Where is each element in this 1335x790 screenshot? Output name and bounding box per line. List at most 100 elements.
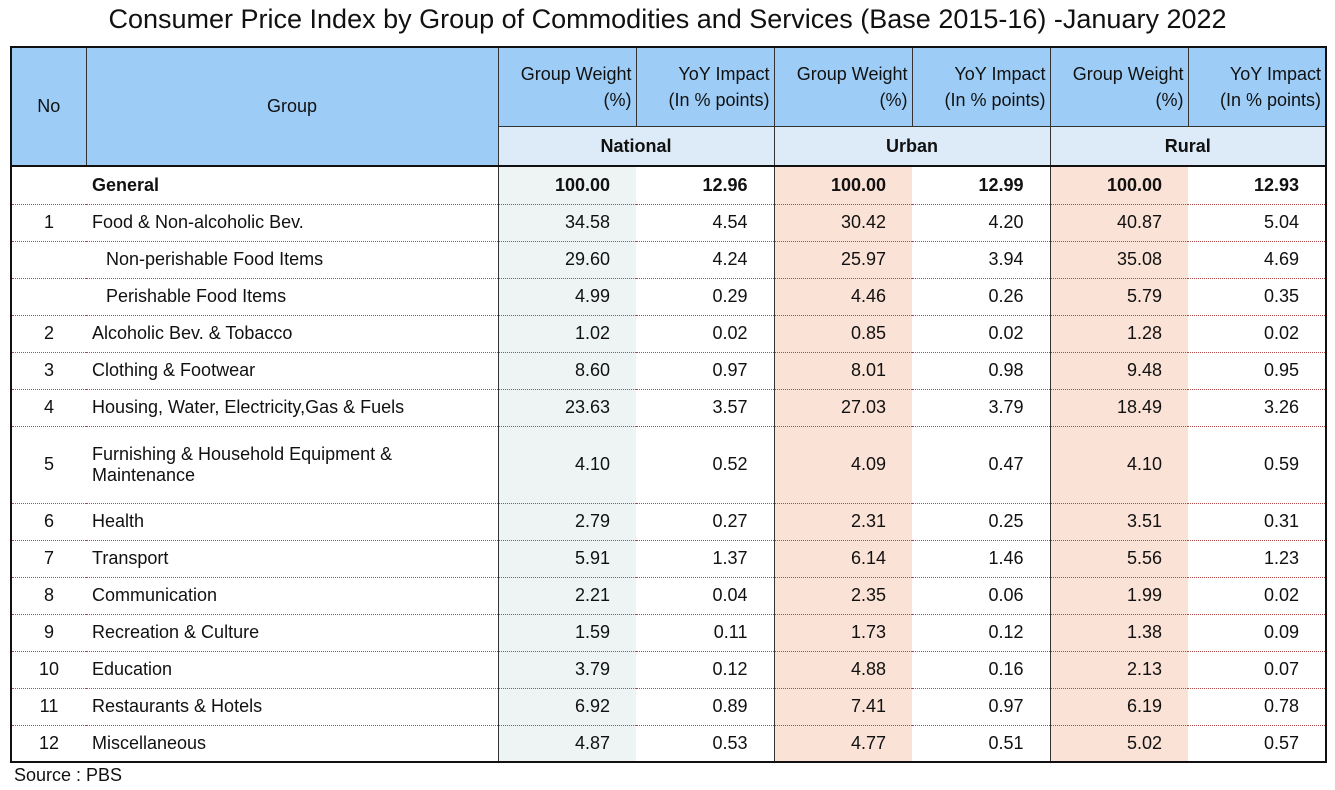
national-weight-cell: 2.79 (497, 503, 636, 541)
national-weight-cell: 23.63 (497, 389, 636, 427)
national-impact-cell: 0.97 (636, 352, 774, 390)
table-row: 8 Communication 2.21 0.04 2.35 0.06 1.99 0.02 (11, 577, 1326, 615)
urban-impact-cell: 0.47 (912, 426, 1050, 504)
national-weight-cell: 8.60 (497, 352, 636, 390)
table-row: 12 Miscellaneous 4.87 0.53 4.77 0.51 5.02 0.57 (11, 725, 1326, 762)
rural-weight-cell: 40.87 (1049, 204, 1188, 242)
urban-impact-cell: 0.97 (912, 688, 1050, 726)
national-weight-cell: 2.21 (497, 577, 636, 615)
table-row: 2 Alcoholic Bev. & Tobacco 1.02 0.02 0.85 0.0… (11, 315, 1326, 353)
rural-impact-cell: 0.31 (1188, 503, 1326, 541)
urban-impact-cell: 3.94 (912, 241, 1050, 279)
urban-weight-cell: 4.88 (773, 651, 912, 689)
urban-impact-cell: 0.02 (912, 315, 1050, 353)
row-no: 12 (38, 732, 60, 753)
row-no (11, 278, 86, 316)
national-weight-cell: 4.87 (497, 725, 636, 762)
national-weight-cell: 1.59 (497, 614, 636, 652)
national-impact-cell: 3.57 (636, 389, 774, 427)
header-national-impact: YoY Impact (In % points) (636, 47, 775, 127)
urban-impact-cell: 0.16 (912, 651, 1050, 689)
urban-weight-cell: 7.41 (773, 688, 912, 726)
rural-impact-cell: 0.09 (1188, 614, 1326, 652)
national-weight-cell: 5.91 (497, 540, 636, 578)
national-impact-cell: 0.53 (636, 725, 774, 762)
national-weight-cell: 100.00 (497, 165, 636, 205)
row-no: 8 (11, 577, 86, 615)
header-group: Group (86, 47, 499, 166)
national-impact-cell: 12.96 (636, 165, 774, 205)
row-group: Transport (86, 540, 498, 578)
urban-impact-cell: 1.46 (912, 540, 1050, 578)
table-row: 6 Health 2.79 0.27 2.31 0.25 3.51 0.31 (11, 503, 1326, 541)
rural-impact-cell: 4.69 (1188, 241, 1326, 279)
urban-weight-cell: 2.35 (773, 577, 912, 615)
table-row: 9 Recreation & Culture 1.59 0.11 1.73 0.12 1.3… (11, 614, 1326, 652)
urban-weight-cell: 6.14 (773, 540, 912, 578)
urban-weight-cell: 30.42 (773, 204, 912, 242)
row-group: Recreation & Culture (86, 614, 498, 652)
urban-weight-cell: 2.31 (773, 503, 912, 541)
rural-weight-cell: 3.51 (1049, 503, 1188, 541)
national-impact-cell: 0.29 (636, 278, 774, 316)
national-impact-cell: 0.89 (636, 688, 774, 726)
row-group: Furnishing & Household Equipment & Maint… (86, 426, 498, 504)
row-group: Housing, Water, Electricity,Gas & Fuels (86, 389, 498, 427)
rural-impact-cell: 0.57 (1188, 725, 1326, 762)
urban-weight-cell: 25.97 (773, 241, 912, 279)
national-weight-cell: 1.02 (497, 315, 636, 353)
source-note: Source : PBS (14, 765, 123, 785)
national-impact-cell: 4.54 (636, 204, 774, 242)
header-national-weight: Group Weight (%) (497, 47, 637, 127)
rural-weight-cell: 5.02 (1049, 725, 1188, 762)
urban-weight-cell: 4.77 (773, 725, 912, 762)
header-row: No Group Group Weight (%) YoY Impact (In %… (11, 47, 1327, 166)
rural-impact-cell: 5.04 (1188, 204, 1326, 242)
rural-weight-cell: 1.28 (1049, 315, 1188, 353)
row-group: Food & Non-alcoholic Bev. (86, 204, 498, 242)
row-no: 7 (11, 540, 86, 578)
cpi-table: No Group Group Weight (%) YoY Impact (In %… (10, 46, 1327, 763)
rural-impact-cell: 1.23 (1188, 540, 1326, 578)
national-weight-cell: 34.58 (497, 204, 636, 242)
row-group: Communication (86, 577, 498, 615)
national-impact-cell: 0.27 (636, 503, 774, 541)
row-group: Non-perishable Food Items (86, 241, 498, 279)
rural-weight-cell: 4.10 (1049, 426, 1188, 504)
rural-impact-cell: 0.59 (1188, 426, 1326, 504)
region-urban: Urban (774, 126, 1051, 166)
national-weight-cell: 6.92 (497, 688, 636, 726)
header-rural-weight: Group Weight (%) (1050, 47, 1189, 127)
urban-impact-cell: 0.51 (912, 725, 1050, 762)
rural-impact-cell: 0.02 (1188, 577, 1326, 615)
row-no (11, 241, 86, 279)
table-row: 10 Education 3.79 0.12 4.88 0.16 2.13 0.07 (11, 651, 1326, 689)
urban-impact-cell: 0.98 (912, 352, 1050, 390)
table-row: 5 Furnishing & Household Equipment & Main… (11, 426, 1326, 504)
row-no: 11 (11, 688, 86, 726)
urban-impact-cell: 0.26 (912, 278, 1050, 316)
rural-impact-cell: 0.35 (1188, 278, 1326, 316)
row-group: Restaurants & Hotels (86, 688, 498, 726)
row-no: 3 (11, 352, 86, 390)
rural-weight-cell: 9.48 (1049, 352, 1188, 390)
rural-weight-cell: 2.13 (1049, 651, 1188, 689)
header-urban-weight: Group Weight (%) (774, 47, 913, 127)
row-no: 10 (11, 651, 86, 689)
urban-weight-cell: 4.46 (773, 278, 912, 316)
region-rural: Rural (1050, 126, 1327, 166)
page-title: Consumer Price Index by Group of Commodi… (108, 4, 1227, 34)
row-no: 1 (11, 204, 86, 242)
urban-weight-cell: 27.03 (773, 389, 912, 427)
national-impact-cell: 0.52 (636, 426, 774, 504)
urban-impact-cell: 12.99 (912, 165, 1050, 205)
national-weight-cell: 29.60 (497, 241, 636, 279)
table-row: 1 Food & Non-alcoholic Bev. 34.58 4.54 30.42… (11, 204, 1326, 242)
urban-impact-cell: 0.25 (912, 503, 1050, 541)
rural-impact-cell: 0.07 (1188, 651, 1326, 689)
rural-weight-cell: 5.79 (1049, 278, 1188, 316)
national-impact-cell: 0.12 (636, 651, 774, 689)
rural-impact-cell: 12.93 (1188, 165, 1326, 205)
row-no: 6 (11, 503, 86, 541)
region-national: National (497, 126, 775, 166)
